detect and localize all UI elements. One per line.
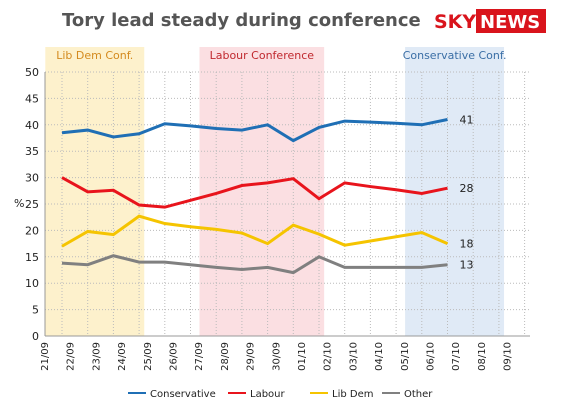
y-tick-label: 30: [25, 172, 39, 185]
y-tick-label: 15: [25, 251, 39, 264]
y-tick-label: 10: [25, 277, 39, 290]
y-tick-label: 45: [25, 92, 39, 105]
x-tick-label: 01/10: [297, 342, 308, 371]
logo-box: [476, 9, 546, 33]
region-label: Labour Conference: [210, 49, 315, 62]
y-axis-label: %: [14, 197, 24, 210]
x-tick-label: 29/09: [246, 342, 257, 371]
y-tick-label: 35: [25, 145, 39, 158]
legend-label: Other: [404, 389, 433, 400]
logo-sky: SKY: [434, 11, 476, 33]
y-tick-label: 0: [32, 330, 39, 343]
end-label: 28: [460, 182, 474, 195]
y-tick-label: 50: [25, 66, 39, 79]
legend-label: Lib Dem: [332, 389, 373, 400]
logo-bg: [432, 10, 474, 32]
y-tick-label: 20: [25, 224, 39, 237]
chart-title: Tory lead steady during conference: [62, 10, 421, 31]
x-tick-label: 07/10: [451, 342, 462, 371]
logo-news: NEWS: [480, 12, 540, 33]
series-line: [61, 214, 449, 248]
x-tick-label: 03/10: [348, 342, 359, 371]
x-tick-label: 22/09: [66, 342, 77, 371]
series-line: [61, 118, 448, 143]
y-tick-label: 25: [25, 198, 39, 211]
x-tick-label: 21/09: [40, 342, 51, 371]
x-tick-label: 24/09: [117, 342, 128, 371]
x-tick-label: 05/10: [400, 342, 411, 371]
series-line: [61, 176, 448, 209]
x-tick-label: 02/10: [323, 342, 334, 371]
end-label: 13: [460, 259, 474, 272]
x-tick-label: 23/09: [91, 342, 102, 371]
end-label: 18: [460, 238, 474, 251]
x-tick-label: 30/09: [271, 342, 282, 371]
x-tick-label: 26/09: [169, 342, 180, 371]
x-tick-label: 04/10: [374, 342, 385, 371]
y-tick-label: 5: [32, 304, 39, 317]
x-tick-label: 28/09: [220, 342, 231, 371]
x-tick-label: 09/10: [503, 342, 514, 371]
end-label: 41: [460, 114, 474, 127]
x-tick-label: 06/10: [426, 342, 437, 371]
x-tick-label: 27/09: [194, 342, 205, 371]
legend-label: Conservative: [150, 389, 216, 400]
region-label: Conservative Conf.: [403, 49, 507, 62]
y-tick-label: 40: [25, 119, 39, 132]
region: [405, 47, 505, 336]
x-tick-label: 25/09: [143, 342, 154, 371]
region-label: Lib Dem Conf.: [56, 49, 133, 62]
legend-label: Labour: [250, 389, 286, 400]
x-tick-label: 08/10: [477, 342, 488, 371]
series-line: [61, 254, 448, 275]
